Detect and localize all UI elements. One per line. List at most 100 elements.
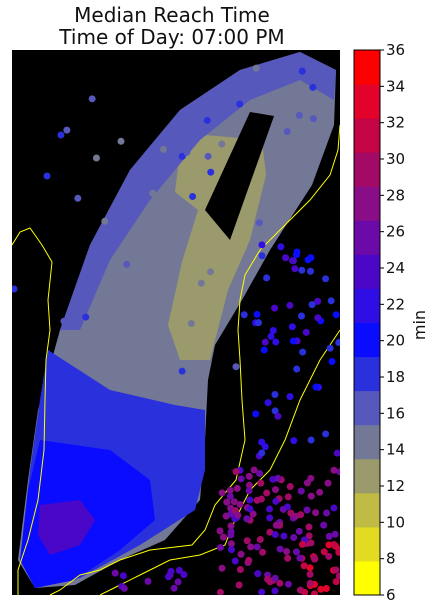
reach-point — [223, 498, 231, 506]
colorbar-band — [354, 526, 380, 562]
reach-point — [180, 571, 188, 579]
reach-point — [123, 260, 131, 268]
reach-point — [292, 548, 300, 556]
reach-point — [266, 514, 274, 522]
colorbar-tick-label: 20 — [386, 332, 405, 350]
reach-point — [234, 511, 242, 519]
reach-point — [245, 481, 253, 489]
reach-point — [219, 533, 227, 541]
reach-point — [314, 314, 322, 322]
reach-point — [335, 548, 340, 556]
reach-point — [283, 503, 291, 511]
colorbar-tick-label: 22 — [386, 295, 405, 313]
reach-point — [74, 194, 82, 202]
reach-point — [287, 509, 295, 517]
reach-point — [81, 297, 89, 305]
reach-point — [295, 527, 303, 535]
reach-point — [43, 172, 51, 180]
colorbar-tick-label: 12 — [386, 477, 405, 495]
reach-point — [322, 430, 330, 438]
reach-point — [322, 275, 330, 283]
reach-point — [259, 548, 267, 556]
reach-point — [236, 565, 244, 573]
reach-point — [236, 100, 244, 108]
reach-point — [306, 570, 314, 578]
reach-point — [149, 189, 157, 197]
colorbar-band — [354, 186, 380, 221]
reach-point — [159, 145, 167, 153]
reach-point — [204, 152, 212, 160]
reach-point — [258, 449, 266, 457]
reach-point — [282, 254, 290, 262]
reach-point — [175, 566, 183, 574]
colorbar-band — [354, 322, 380, 358]
reach-point — [312, 509, 320, 517]
reach-point — [335, 339, 340, 346]
map-layer — [12, 52, 340, 595]
reach-point — [274, 412, 282, 420]
reach-point — [330, 540, 338, 548]
reach-point — [276, 545, 284, 553]
reach-point — [235, 581, 243, 589]
map-title: Median Reach Time — [74, 3, 270, 27]
colorbar-band — [354, 424, 380, 460]
reach-point — [207, 168, 215, 176]
reach-point — [246, 505, 254, 513]
reach-point — [246, 496, 254, 504]
reach-point — [252, 410, 260, 418]
reach-point — [325, 532, 333, 540]
reach-point — [320, 521, 328, 529]
colorbar-tick-label: 24 — [386, 259, 405, 277]
reach-point — [283, 548, 291, 556]
colorbar-band — [354, 288, 380, 323]
reach-point — [197, 279, 205, 287]
reach-point — [63, 126, 71, 134]
reach-point — [305, 532, 313, 540]
reach-point — [119, 572, 127, 580]
reach-point — [178, 367, 186, 375]
reach-point — [312, 383, 320, 391]
reach-point — [117, 137, 125, 145]
colorbar-band — [354, 390, 380, 426]
reach-point — [297, 312, 305, 320]
reach-point — [256, 536, 264, 544]
reach-point — [295, 111, 303, 119]
reach-point — [101, 217, 109, 225]
reach-point — [233, 484, 241, 492]
reach-point — [330, 504, 338, 512]
shoreline-west — [12, 227, 53, 595]
reach-point — [253, 88, 261, 96]
reach-point — [216, 543, 224, 551]
reach-point — [237, 550, 245, 558]
reach-point — [178, 152, 186, 160]
reach-point — [245, 472, 253, 480]
reach-point — [131, 260, 139, 268]
reach-point — [332, 578, 340, 586]
colorbar-tick-label: 8 — [386, 550, 396, 568]
reach-point — [187, 319, 195, 327]
reach-point — [296, 554, 304, 562]
reach-point — [237, 475, 245, 483]
colorbar-band — [354, 84, 380, 119]
reach-point — [333, 449, 340, 457]
reach-point — [286, 301, 294, 309]
reach-point — [300, 562, 308, 570]
reach-point — [306, 267, 314, 275]
reach-point — [57, 131, 65, 139]
reach-point — [236, 500, 244, 508]
reach-point — [247, 543, 255, 551]
reach-point — [290, 437, 298, 445]
reach-point — [132, 288, 140, 296]
reach-point — [326, 344, 334, 352]
reach-point — [271, 531, 279, 539]
reach-point — [272, 338, 280, 346]
reach-point — [12, 285, 18, 293]
reach-point — [245, 487, 253, 495]
reach-point — [232, 363, 240, 371]
colorbar-tick-label: 30 — [386, 150, 405, 168]
reach-point — [267, 332, 275, 340]
reach-point — [240, 311, 248, 319]
reach-point — [335, 572, 340, 580]
reach-point — [332, 566, 340, 574]
